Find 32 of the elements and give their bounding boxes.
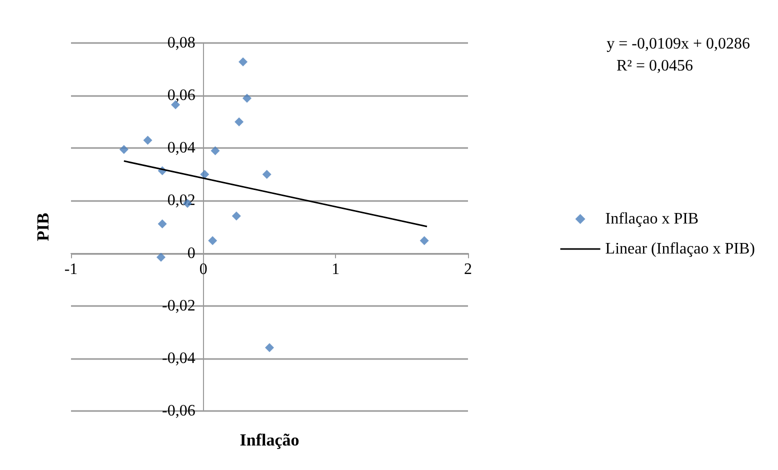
point (158, 219, 167, 228)
x-tick-label: -1 (64, 260, 78, 278)
point (200, 170, 210, 179)
text: R² = 0,0456 (616, 58, 694, 74)
x-tick-label: 2 (464, 260, 472, 278)
point (143, 136, 152, 145)
legend-label: Linear (Inflaçao x PIB) (605, 240, 756, 258)
point (242, 94, 252, 103)
y-tick-label: -0,06 (162, 402, 196, 420)
point (265, 343, 274, 352)
legend-label: Inflaçao x PIB (605, 210, 699, 228)
y-tick-label: 0 (187, 244, 196, 262)
x-tick-label: 1 (332, 260, 340, 278)
point (208, 236, 218, 246)
y-tick-label: -0,02 (162, 297, 196, 314)
point (156, 252, 166, 262)
x-axis-title: Inflação (240, 430, 300, 450)
point (262, 170, 272, 179)
y-tick-label: -0,04 (162, 350, 196, 367)
y-tick-label: 0,06 (167, 87, 196, 104)
point (232, 211, 241, 220)
y-axis-title: PIB (33, 212, 52, 242)
y-tick-label: 0,02 (167, 192, 196, 210)
point (119, 144, 128, 154)
y-tick-label: 0,04 (167, 140, 196, 157)
point (210, 146, 220, 156)
point (234, 117, 244, 126)
point (420, 236, 429, 246)
point (238, 57, 248, 66)
x-tick-label: 0 (199, 260, 208, 278)
y-tick-label: 0,08 (167, 34, 196, 52)
text: y = -0,0109x + 0,0286 (606, 36, 750, 52)
